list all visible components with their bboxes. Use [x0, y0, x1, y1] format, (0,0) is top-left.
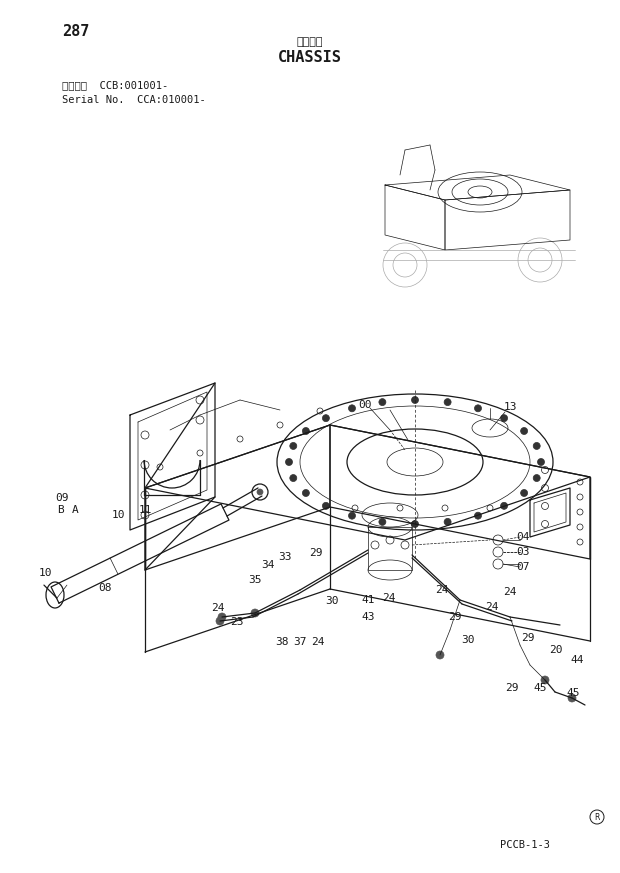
Text: 43: 43 — [361, 612, 374, 622]
Text: 29: 29 — [309, 548, 323, 558]
Circle shape — [322, 415, 329, 422]
Text: 24: 24 — [503, 587, 516, 597]
Text: 20: 20 — [549, 645, 563, 655]
Text: 24: 24 — [435, 585, 449, 595]
Text: 29: 29 — [505, 683, 519, 693]
Circle shape — [444, 519, 451, 526]
Text: 08: 08 — [98, 583, 112, 593]
Text: 45: 45 — [533, 683, 547, 693]
Circle shape — [521, 490, 528, 497]
Text: 34: 34 — [261, 560, 275, 570]
Text: 23: 23 — [230, 617, 244, 627]
Circle shape — [412, 396, 418, 403]
Text: 11: 11 — [138, 505, 152, 515]
Text: CHASSIS: CHASSIS — [278, 51, 342, 65]
Circle shape — [533, 475, 540, 482]
Circle shape — [218, 613, 226, 621]
Circle shape — [257, 489, 263, 495]
Text: シャーシ: シャーシ — [297, 37, 323, 47]
Circle shape — [541, 676, 549, 684]
Circle shape — [322, 502, 329, 509]
Circle shape — [251, 609, 259, 617]
Text: 00: 00 — [358, 400, 372, 410]
Text: A: A — [72, 505, 78, 515]
Circle shape — [290, 443, 297, 450]
Text: B: B — [56, 505, 63, 515]
Circle shape — [348, 512, 355, 519]
Text: 38: 38 — [275, 637, 289, 647]
Text: R: R — [595, 813, 600, 821]
Circle shape — [379, 519, 386, 526]
Circle shape — [533, 443, 540, 450]
Text: 03: 03 — [516, 547, 529, 557]
Circle shape — [348, 405, 355, 412]
Text: 07: 07 — [516, 562, 529, 572]
Circle shape — [303, 428, 309, 435]
Text: 29: 29 — [521, 633, 534, 643]
Text: 04: 04 — [516, 532, 529, 542]
Circle shape — [379, 399, 386, 406]
Circle shape — [474, 405, 482, 412]
Circle shape — [474, 512, 482, 519]
Text: 35: 35 — [248, 575, 262, 585]
Circle shape — [521, 428, 528, 435]
Circle shape — [538, 458, 544, 465]
Text: 45: 45 — [566, 688, 580, 698]
Text: 44: 44 — [570, 655, 584, 665]
Text: PCCB-1-3: PCCB-1-3 — [500, 840, 550, 850]
Text: 41: 41 — [361, 595, 374, 605]
Text: 10: 10 — [38, 568, 51, 578]
Circle shape — [444, 399, 451, 406]
Circle shape — [290, 475, 297, 482]
Text: 13: 13 — [503, 402, 516, 412]
Circle shape — [285, 458, 293, 465]
Text: 24: 24 — [311, 637, 325, 647]
Text: 適用号機  CCB:001001-: 適用号機 CCB:001001- — [62, 80, 168, 90]
Text: 24: 24 — [211, 603, 224, 613]
Circle shape — [412, 520, 418, 527]
Text: Serial No.  CCA:010001-: Serial No. CCA:010001- — [62, 95, 206, 105]
Text: 09: 09 — [55, 493, 69, 503]
Circle shape — [500, 415, 508, 422]
Text: 24: 24 — [383, 593, 396, 603]
Circle shape — [216, 617, 224, 625]
Text: 37: 37 — [293, 637, 307, 647]
Circle shape — [500, 502, 508, 509]
Text: 29: 29 — [448, 612, 462, 622]
Text: 10: 10 — [111, 510, 125, 520]
Text: 24: 24 — [485, 602, 498, 612]
Text: 33: 33 — [278, 552, 292, 562]
Text: 287: 287 — [62, 24, 89, 39]
Text: 30: 30 — [461, 635, 475, 645]
Circle shape — [303, 490, 309, 497]
Text: 30: 30 — [326, 596, 339, 606]
Circle shape — [568, 694, 576, 702]
Circle shape — [436, 651, 444, 659]
